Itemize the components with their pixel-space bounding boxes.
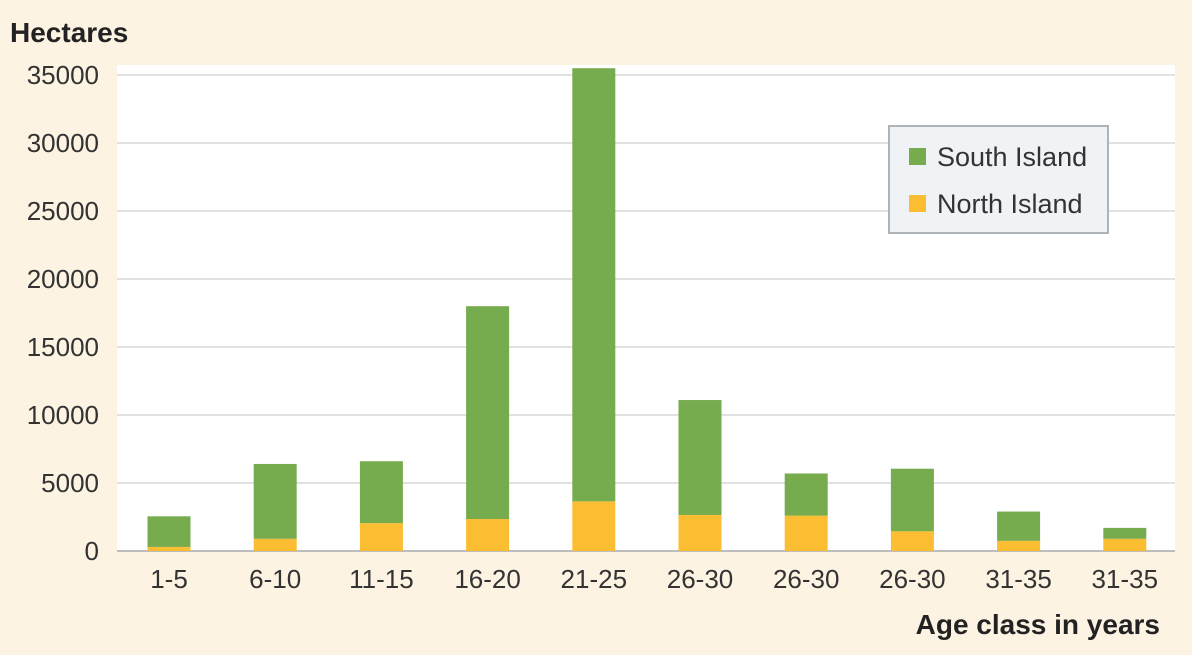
x-tick-label: 6-10 bbox=[249, 564, 301, 594]
x-tick-label: 11-15 bbox=[349, 564, 414, 594]
bar-south-island bbox=[1103, 527, 1147, 539]
y-axis-ticks: 0 5000 10000 15000 20000 25000 30000 35000 bbox=[27, 60, 99, 566]
y-tick-label: 20000 bbox=[27, 264, 99, 294]
x-tick-label: 26-30 bbox=[879, 564, 946, 594]
legend-box bbox=[888, 125, 1109, 234]
bar-south-island bbox=[359, 461, 403, 524]
x-tick-label: 16-20 bbox=[454, 564, 521, 594]
legend-swatch bbox=[909, 148, 926, 165]
bar-north-island bbox=[466, 519, 510, 551]
bar-north-island bbox=[572, 501, 616, 551]
bar-south-island bbox=[997, 511, 1041, 541]
bar-south-island bbox=[147, 516, 191, 547]
x-tick-label: 31-35 bbox=[1092, 564, 1159, 594]
legend-swatch bbox=[909, 195, 926, 212]
bar-south-island bbox=[890, 468, 934, 532]
y-tick-label: 35000 bbox=[27, 60, 99, 90]
y-tick-label: 25000 bbox=[27, 196, 99, 226]
x-tick-label: 21-25 bbox=[561, 564, 628, 594]
bar-north-island bbox=[359, 523, 403, 551]
bar-north-island bbox=[997, 540, 1041, 551]
x-tick-label: 1-5 bbox=[150, 564, 188, 594]
x-axis-label: Age class in years bbox=[916, 609, 1160, 640]
legend-label: North Island bbox=[937, 189, 1083, 219]
legend: South Island North Island bbox=[888, 125, 1109, 234]
x-tick-label: 26-30 bbox=[773, 564, 840, 594]
bar-north-island bbox=[1103, 538, 1147, 551]
bars bbox=[147, 68, 1147, 551]
bar-north-island bbox=[253, 538, 297, 551]
bar-south-island bbox=[572, 68, 616, 502]
y-tick-label: 15000 bbox=[27, 332, 99, 362]
bar-south-island bbox=[466, 306, 510, 520]
x-tick-label: 26-30 bbox=[667, 564, 734, 594]
bar-north-island bbox=[678, 514, 722, 551]
bar-south-island bbox=[678, 400, 722, 515]
y-tick-label: 10000 bbox=[27, 400, 99, 430]
bar-south-island bbox=[784, 473, 828, 516]
y-axis-label: Hectares bbox=[10, 17, 128, 48]
bar-south-island bbox=[253, 463, 297, 539]
x-axis-ticks: 1-5 6-10 11-15 16-20 21-25 26-30 26-30 26-30 31-… bbox=[150, 564, 1158, 594]
x-tick-label: 31-35 bbox=[985, 564, 1052, 594]
bar-north-island bbox=[147, 546, 191, 551]
y-tick-label: 30000 bbox=[27, 128, 99, 158]
y-tick-label: 0 bbox=[85, 536, 99, 566]
y-tick-label: 5000 bbox=[41, 468, 99, 498]
bar-north-island bbox=[784, 515, 828, 551]
legend-label: South Island bbox=[937, 142, 1087, 172]
bar-north-island bbox=[890, 531, 934, 551]
